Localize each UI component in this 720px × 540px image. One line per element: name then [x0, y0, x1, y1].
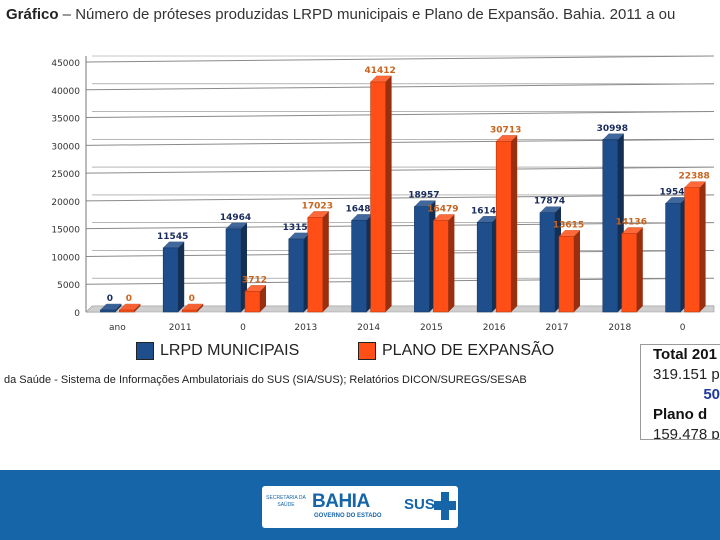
data-label: 11545: [157, 232, 188, 242]
legend-swatch-plano: [358, 342, 376, 360]
source-note: da Saúde - Sistema de Informações Ambula…: [4, 374, 527, 386]
y-tick-label: 0: [74, 309, 80, 319]
title-text: – Número de próteses produzidas LRPD mun…: [58, 6, 676, 23]
secretaria-logo-text: SECRETARIA DA SAÚDE: [266, 495, 306, 508]
bar-lrpd: [100, 309, 116, 313]
x-tick-label: 2014: [357, 323, 380, 333]
data-label: 19548: [659, 187, 690, 197]
data-label: 17874: [534, 197, 565, 207]
bar-lrpd: [288, 238, 305, 313]
sus-logo-text: SUS: [404, 496, 435, 513]
y-tick-label: 10000: [51, 253, 80, 263]
title-bold: Gráfico: [6, 6, 59, 23]
bar-side: [134, 304, 141, 312]
bar-top: [602, 133, 625, 140]
bar-plano: [181, 309, 198, 313]
legend-label-lrpd: LRPD MUNICIPAIS: [160, 342, 300, 359]
bar-lrpd: [665, 203, 681, 313]
bar-plano: [495, 141, 512, 313]
x-tick-label: 2017: [546, 323, 569, 333]
y-tick-label: 5000: [57, 281, 80, 291]
totals-line-2: 319.151 p: [653, 366, 720, 383]
legend-swatch-lrpd: [136, 342, 154, 360]
chart-title: Gráfico – Número de próteses produzidas …: [6, 6, 720, 23]
governo-logo-text: GOVERNO DO ESTADO: [314, 513, 382, 519]
legend-item-lrpd: LRPD MUNICIPAIS: [136, 342, 299, 360]
data-label: 13153: [283, 223, 314, 233]
data-label: 41412: [364, 66, 395, 76]
x-tick-label: 0: [680, 323, 686, 333]
y-tick-label: 20000: [51, 198, 80, 208]
footer-logo-panel: [262, 486, 458, 528]
x-tick-label: 2018: [608, 323, 631, 333]
totals-line-5: 159.478 p: [653, 426, 720, 440]
data-label: 14136: [616, 217, 647, 227]
chart-legend: LRPD MUNICIPAIS PLANO DE EXPANSÃO: [0, 342, 600, 366]
data-label: 14964: [220, 213, 251, 223]
bar-plano: [370, 81, 386, 313]
x-tick-label: 2016: [483, 323, 506, 333]
legend-label-plano: PLANO DE EXPANSÃO: [382, 342, 555, 359]
bar-side: [385, 75, 392, 312]
bar-chart: 0 5000 10000 15000 20000 25000 30000 35000 40000…: [51, 55, 715, 333]
y-tick-label: 25000: [51, 170, 80, 180]
bar-plano: [119, 309, 135, 313]
data-label: 0: [126, 294, 132, 304]
bar-plano: [684, 187, 700, 313]
totals-box: Total 201 319.151 p 50 Plano d 159.478 p: [640, 344, 720, 440]
bar-lrpd: [414, 206, 430, 313]
bar-side: [178, 241, 185, 312]
x-tick-label: 2013: [294, 323, 317, 333]
y-tick-label: 15000: [51, 226, 80, 236]
bar-lrpd: [351, 220, 367, 313]
x-tick-label: 2011: [169, 323, 192, 333]
data-label: 18957: [408, 191, 439, 201]
bar-plano: [558, 236, 575, 313]
data-label: 0: [107, 294, 113, 304]
totals-line-3: 50: [703, 386, 720, 403]
data-label: 0: [189, 294, 195, 304]
bar-side: [636, 227, 643, 312]
data-label: 30713: [490, 125, 521, 135]
bar-side: [448, 214, 455, 312]
gridline: [85, 83, 715, 91]
data-label: 3712: [242, 275, 267, 285]
bar-plano: [433, 220, 449, 313]
totals-line-4: Plano d: [653, 406, 708, 423]
gridline: [85, 55, 715, 63]
data-label: 22388: [678, 172, 709, 182]
y-tick-label: 35000: [51, 115, 80, 125]
data-label: 16479: [427, 204, 458, 214]
y-tick-label: 45000: [51, 59, 80, 69]
x-tick-label: ano: [109, 323, 126, 333]
bar-side: [241, 222, 247, 312]
gridline: [85, 111, 715, 119]
bar-plano: [244, 291, 261, 313]
bar-side: [699, 181, 706, 312]
x-tick-label: 2015: [420, 323, 443, 333]
bar-lrpd: [162, 247, 179, 313]
bar-side: [574, 230, 580, 312]
bar-lrpd: [225, 228, 242, 313]
bar-side: [115, 304, 122, 312]
data-label: 16146: [471, 206, 502, 216]
data-label: 30998: [597, 124, 628, 134]
data-label: 16488: [345, 204, 376, 214]
bar-plano: [307, 217, 324, 313]
bar-side: [511, 135, 518, 312]
legend-item-plano: PLANO DE EXPANSÃO: [358, 342, 554, 360]
data-label: 13615: [553, 220, 584, 230]
bar-side: [322, 211, 329, 312]
bar-side: [197, 304, 204, 312]
data-label: 17023: [302, 201, 333, 211]
y-tick-label: 30000: [51, 142, 80, 152]
x-tick-label: 0: [240, 323, 246, 333]
totals-line-1: Total 201: [653, 346, 717, 363]
y-tick-label: 40000: [51, 87, 80, 97]
bahia-logo-text: BAHIA: [312, 491, 370, 512]
bar-plano: [621, 233, 638, 313]
bar-lrpd: [476, 222, 493, 313]
bar-side: [260, 285, 266, 312]
sus-cross-icon: [434, 492, 456, 520]
